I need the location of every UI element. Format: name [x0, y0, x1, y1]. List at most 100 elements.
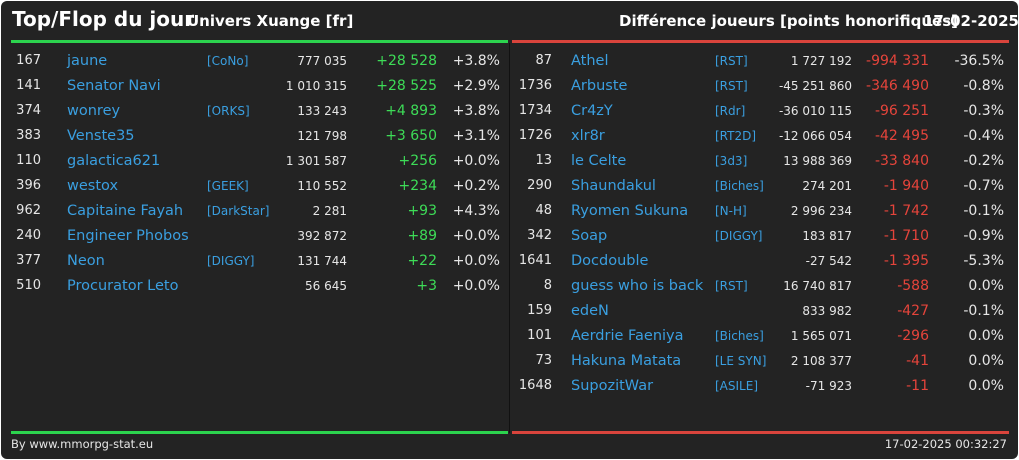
percent-change: -0.3% — [963, 103, 1004, 119]
alliance-tag-link[interactable]: [ORKS] — [207, 104, 250, 118]
top-header-divider — [11, 40, 508, 43]
player-name-link[interactable]: westox — [67, 178, 119, 194]
player-row: 8 guess who is back [RST] 16 740 817 -588 0.0… — [510, 274, 1018, 298]
player-name-link[interactable]: xlr8r — [571, 128, 605, 144]
universe-label: Univers Xuange [fr] — [187, 12, 354, 30]
player-total-points: 133 243 — [297, 104, 347, 118]
alliance-tag-link[interactable]: [RST] — [715, 279, 748, 293]
player-rank: 101 — [527, 328, 552, 343]
player-row: 159 edeN 833 982 -427 -0.1% — [510, 299, 1018, 323]
player-rank: 73 — [535, 353, 552, 368]
player-total-points: 131 744 — [297, 254, 347, 268]
alliance-tag-link[interactable]: [DIGGY] — [207, 254, 255, 268]
alliance-tag-link[interactable]: [CoNo] — [207, 54, 249, 68]
point-difference: +3 — [416, 278, 437, 294]
percent-change: -0.7% — [963, 178, 1004, 194]
percent-change: -0.1% — [963, 303, 1004, 319]
site-credit: By www.mmorpg-stat.eu — [11, 437, 154, 451]
player-rank: 141 — [16, 78, 41, 93]
alliance-tag-link[interactable]: [DarkStar] — [207, 204, 270, 218]
player-rank: 962 — [16, 203, 41, 218]
player-rank: 159 — [527, 303, 552, 318]
player-name-link[interactable]: galactica621 — [67, 153, 161, 169]
player-row: 73 Hakuna Matata [LE SYN] 2 108 377 -41 0.0% — [510, 349, 1018, 373]
alliance-tag-link[interactable]: [Biches] — [715, 179, 764, 193]
player-row: 87 Athel [RST] 1 727 192 -994 331 -36.5% — [510, 49, 1018, 73]
player-rank: 13 — [535, 153, 552, 168]
player-row: 48 Ryomen Sukuna [N-H] 2 996 234 -1 742 -0.1% — [510, 199, 1018, 223]
player-name-link[interactable]: Soap — [571, 228, 608, 244]
panel-separator — [509, 43, 510, 433]
percent-change: +2.9% — [452, 78, 500, 94]
player-total-points: -27 542 — [805, 254, 852, 268]
percent-change: +0.0% — [452, 153, 500, 169]
player-name-link[interactable]: Shaundakul — [571, 178, 656, 194]
point-difference: +3 650 — [385, 128, 437, 144]
player-total-points: 13 988 369 — [783, 154, 852, 168]
alliance-tag-link[interactable]: [LE SYN] — [715, 354, 767, 368]
player-total-points: 183 817 — [802, 229, 852, 243]
player-name-link[interactable]: Arbuste — [571, 78, 628, 94]
player-name-link[interactable]: Neon — [67, 253, 105, 269]
player-row: 962 Capitaine Fayah [DarkStar] 2 281 +93 +4.3… — [1, 199, 509, 223]
player-name-link[interactable]: Ryomen Sukuna — [571, 203, 689, 219]
player-name-link[interactable]: Hakuna Matata — [571, 353, 682, 369]
percent-change: 0.0% — [968, 278, 1004, 294]
player-rank: 48 — [535, 203, 552, 218]
percent-change: -36.5% — [954, 53, 1004, 69]
player-row: 1726 xlr8r [RT2D] -12 066 054 -42 495 -0.4% — [510, 124, 1018, 148]
player-name-link[interactable]: SupozitWar — [571, 378, 654, 394]
player-row: 383 Venste35 121 798 +3 650 +3.1% — [1, 124, 509, 148]
player-name-link[interactable]: jaune — [67, 53, 108, 69]
alliance-tag-link[interactable]: [RT2D] — [715, 129, 757, 143]
player-name-link[interactable]: Athel — [571, 53, 609, 69]
player-row: 1734 Cr4zY [Rdr] -36 010 115 -96 251 -0.3% — [510, 99, 1018, 123]
player-total-points: 110 552 — [297, 179, 347, 193]
player-row: 101 Aerdrie Faeniya [Biches] 1 565 071 -296 0… — [510, 324, 1018, 348]
player-total-points: 274 201 — [802, 179, 852, 193]
player-name-link[interactable]: Venste35 — [67, 128, 135, 144]
player-name-link[interactable]: Capitaine Fayah — [67, 203, 184, 219]
player-name-link[interactable]: guess who is back — [571, 278, 704, 294]
player-name-link[interactable]: Engineer Phobos — [67, 228, 189, 244]
player-rank: 110 — [16, 153, 41, 168]
player-rank: 8 — [543, 278, 552, 293]
player-name-link[interactable]: edeN — [571, 303, 609, 319]
player-rank: 1648 — [518, 378, 552, 393]
player-row: 290 Shaundakul [Biches] 274 201 -1 940 -0.7% — [510, 174, 1018, 198]
alliance-tag-link[interactable]: [N-H] — [715, 204, 747, 218]
player-total-points: -71 923 — [805, 379, 852, 393]
point-difference: -427 — [897, 303, 929, 319]
player-name-link[interactable]: Senator Navi — [67, 78, 161, 94]
alliance-tag-link[interactable]: [ASILE] — [715, 379, 758, 393]
player-name-link[interactable]: Cr4zY — [571, 103, 613, 119]
alliance-tag-link[interactable]: [RST] — [715, 79, 748, 93]
player-name-link[interactable]: wonrey — [67, 103, 121, 119]
percent-change: +4.3% — [452, 203, 500, 219]
player-name-link[interactable]: Docdouble — [571, 253, 649, 269]
player-total-points: 56 645 — [305, 279, 347, 293]
metric-label: Différence joueurs [points honorifiques] — [619, 12, 959, 30]
player-rank: 1736 — [518, 78, 552, 93]
alliance-tag-link[interactable]: [Biches] — [715, 329, 764, 343]
alliance-tag-link[interactable]: [RST] — [715, 54, 748, 68]
alliance-tag-link[interactable]: [3d3] — [715, 154, 748, 168]
player-name-link[interactable]: le Celte — [571, 153, 627, 169]
player-total-points: 1 010 315 — [285, 79, 347, 93]
player-rank: 87 — [535, 53, 552, 68]
player-rank: 342 — [527, 228, 552, 243]
player-rank: 1641 — [518, 253, 552, 268]
alliance-tag-link[interactable]: [Rdr] — [715, 104, 746, 118]
player-total-points: 2 281 — [312, 204, 347, 218]
player-row: 1736 Arbuste [RST] -45 251 860 -346 490 -0.8% — [510, 74, 1018, 98]
player-total-points: -45 251 860 — [778, 79, 852, 93]
percent-change: +3.8% — [452, 103, 500, 119]
alliance-tag-link[interactable]: [DIGGY] — [715, 229, 763, 243]
player-name-link[interactable]: Aerdrie Faeniya — [571, 328, 684, 344]
player-rank: 167 — [16, 53, 41, 68]
player-name-link[interactable]: Procurator Leto — [67, 278, 179, 294]
player-rank: 240 — [16, 228, 41, 243]
alliance-tag-link[interactable]: [GEEK] — [207, 179, 249, 193]
point-difference: -96 251 — [874, 103, 929, 119]
